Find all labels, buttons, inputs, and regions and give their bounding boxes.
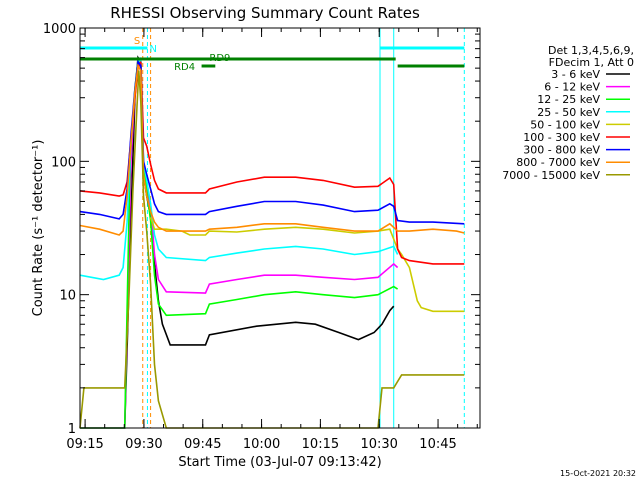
y-tick-label: 1000 xyxy=(43,22,76,37)
y-tick-label: 10 xyxy=(59,289,76,304)
legend-header-line-2: FDecim 1, Att 0 xyxy=(549,56,634,69)
x-tick-label: 10:15 xyxy=(302,437,339,452)
instrument-state-layer: SN RD9 RD4 xyxy=(80,36,465,73)
chart-title: RHESSI Observing Summary Count Rates xyxy=(110,4,420,22)
x-tick-label: 09:15 xyxy=(66,437,103,452)
x-tick-label: 10:30 xyxy=(360,437,397,452)
legend-entry-label: 100 - 300 keV xyxy=(523,131,600,144)
legend-entry-label: 25 - 50 keV xyxy=(537,106,600,119)
legend-header-line-1: Det 1,3,4,5,6,9, xyxy=(548,44,634,57)
legend-entry-label: 6 - 12 keV xyxy=(544,81,600,94)
y-axis-label: Count Rate (s⁻¹ detector⁻¹) xyxy=(31,140,46,317)
legend-entry-label: 12 - 25 keV xyxy=(537,93,600,106)
legend-entry-label: 50 - 100 keV xyxy=(530,118,600,131)
instrument-state-label: RD4 xyxy=(174,62,195,73)
legend-entry-label: 300 - 800 keV xyxy=(523,144,600,157)
x-tick-label: 09:45 xyxy=(184,437,221,452)
series-line xyxy=(80,55,395,429)
series-layer xyxy=(79,55,465,429)
legend-entry-label: 800 - 7000 keV xyxy=(516,156,600,169)
x-tick-label: 09:30 xyxy=(125,437,162,452)
footer-date: 15-Oct-2021 20:32 xyxy=(560,469,636,478)
axis-layer: 09:15 09:30 09:45 10:00 10:15 10:30 10:45 1 10 10… xyxy=(43,22,480,452)
y-tick-label: 100 xyxy=(51,155,76,170)
series-line xyxy=(79,57,399,281)
x-tick-label: 10:00 xyxy=(243,437,280,452)
instrument-state-label: RD9 xyxy=(209,53,230,64)
x-tick-label: 10:45 xyxy=(419,437,456,452)
legend-entry-label: 7000 - 15000 keV xyxy=(502,169,600,182)
plot-frame xyxy=(79,27,481,429)
series-line xyxy=(79,70,465,429)
y-tick-label: 1 xyxy=(68,422,76,437)
instrument-state-label: N xyxy=(149,44,156,55)
legend-entry-label: 3 - 6 keV xyxy=(551,68,600,81)
x-axis-label: Start Time (03-Jul-07 09:13:42) xyxy=(178,455,381,470)
series-line xyxy=(149,217,465,313)
series-line xyxy=(79,63,465,236)
instrument-state-label: S xyxy=(134,36,140,47)
series-line xyxy=(80,56,399,429)
